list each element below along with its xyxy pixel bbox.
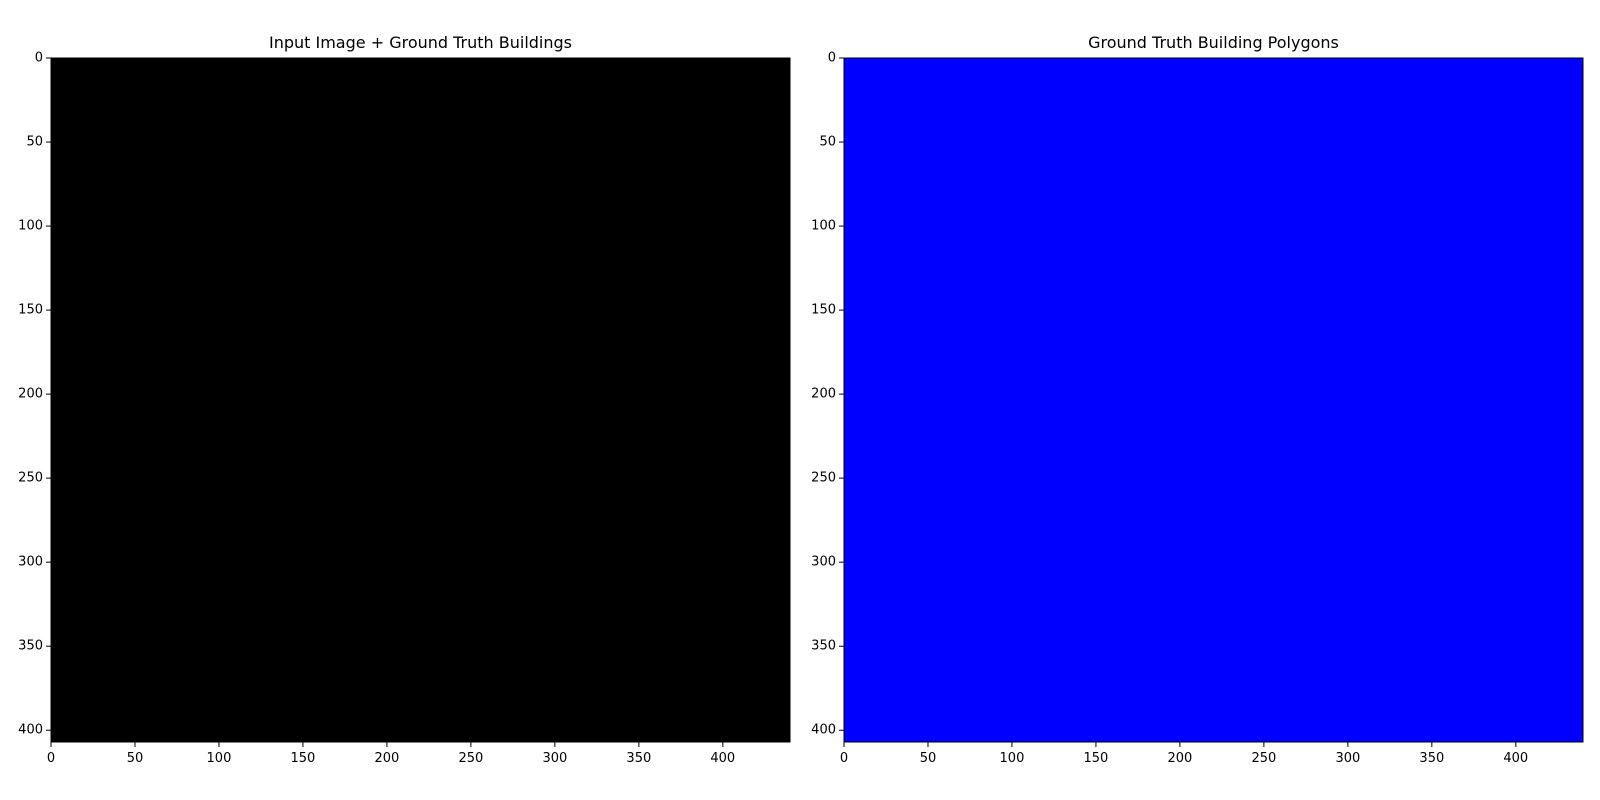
y-tick-label: 100 [18,219,43,234]
y-tick-label: 400 [811,723,836,738]
y-tick-label: 0 [828,51,836,66]
x-tick-label: 350 [1419,751,1444,766]
x-tick-label: 300 [542,751,567,766]
x-tick-label: 0 [840,751,848,766]
y-tick-label: 0 [35,51,43,66]
y-tick-label: 100 [811,219,836,234]
y-tick-label: 50 [26,135,43,150]
image-area [50,57,791,743]
x-axis: 0 50 100 150 200 250 300 350 400 [840,742,1528,766]
y-tick-label: 250 [18,471,43,486]
x-tick-label: 400 [1503,751,1528,766]
x-axis: 0 50 100 150 200 250 300 350 400 [47,742,735,766]
image-area [843,57,1584,743]
y-tick-label: 250 [811,471,836,486]
y-tick-label: 300 [18,555,43,570]
panel-title: Ground Truth Building Polygons [1088,33,1339,52]
y-tick-label: 300 [811,555,836,570]
x-tick-label: 200 [374,751,399,766]
x-tick-label: 400 [710,751,735,766]
y-tick-label: 150 [811,303,836,318]
panel-title: Input Image + Ground Truth Buildings [269,33,572,52]
x-tick-label: 100 [207,751,232,766]
x-tick-label: 50 [127,751,144,766]
x-tick-label: 250 [1251,751,1276,766]
y-axis: 0 50 100 150 200 250 300 350 400 [811,51,844,738]
y-axis: 0 50 100 150 200 250 300 350 400 [18,51,51,738]
x-tick-label: 350 [626,751,651,766]
x-tick-label: 300 [1335,751,1360,766]
x-tick-label: 0 [47,751,55,766]
x-tick-label: 50 [920,751,937,766]
y-tick-label: 200 [18,387,43,402]
x-tick-label: 150 [291,751,316,766]
x-tick-label: 250 [458,751,483,766]
y-tick-label: 50 [819,135,836,150]
y-tick-label: 400 [18,723,43,738]
y-tick-label: 200 [811,387,836,402]
panel-building-polygons: Ground Truth Building Polygons 0 50 100 150… [811,33,1584,766]
y-tick-label: 350 [18,639,43,654]
y-tick-label: 350 [811,639,836,654]
panel-input-image: Input Image + Ground Truth Buildings 0 50… [18,33,791,766]
x-tick-label: 100 [1000,751,1025,766]
y-tick-label: 150 [18,303,43,318]
x-tick-label: 150 [1084,751,1109,766]
x-tick-label: 200 [1167,751,1192,766]
